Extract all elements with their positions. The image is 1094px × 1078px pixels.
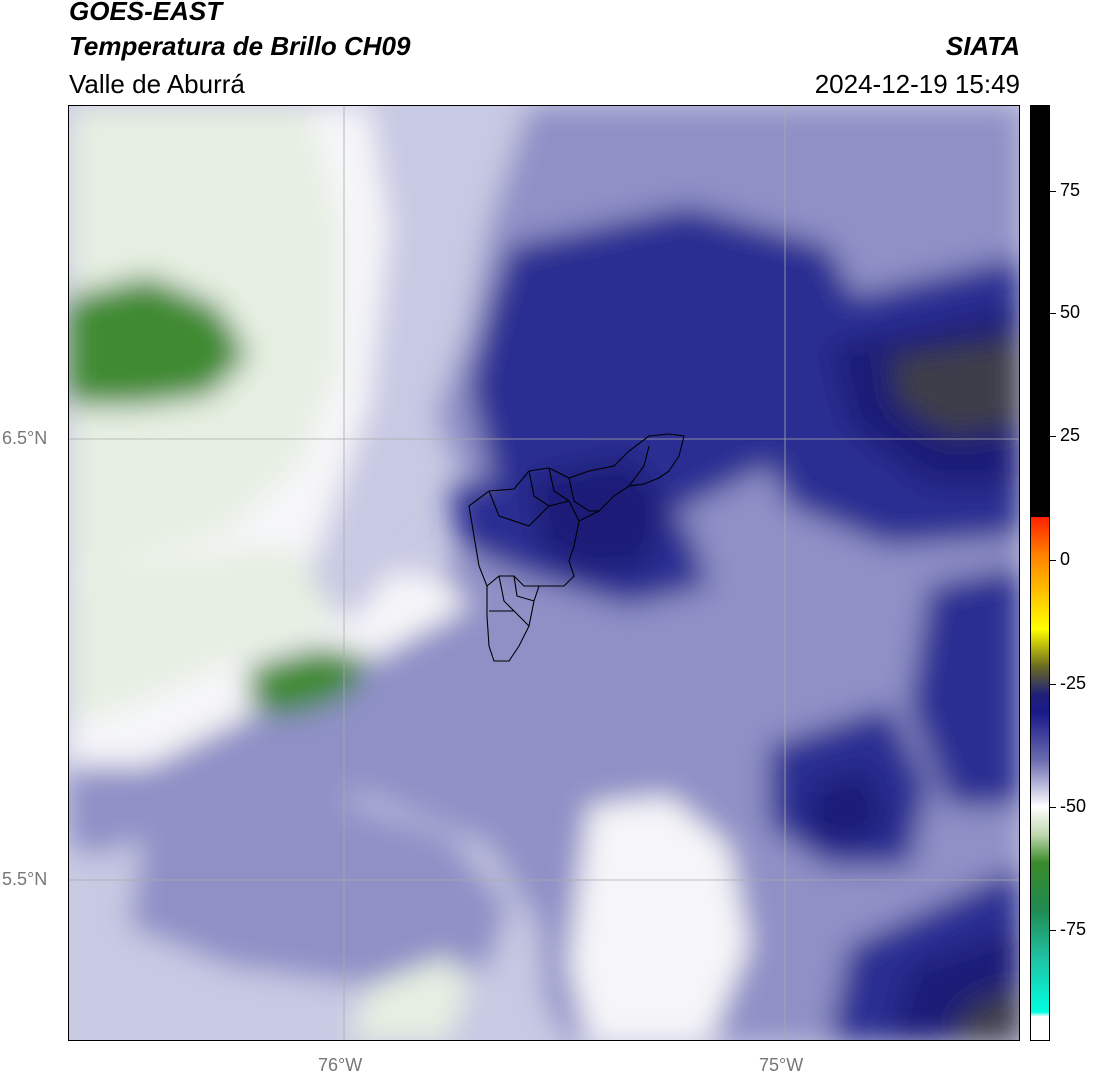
colorbar-tick-label: -50: [1060, 796, 1087, 816]
lon-tick-label: 75°W: [759, 1055, 804, 1075]
subtitle-region: Valle de Aburrá: [69, 69, 245, 99]
colorbar-tick-label: 0: [1060, 549, 1071, 569]
colorbar-tick-label: 75: [1060, 180, 1081, 200]
colorbar: [1030, 105, 1050, 1041]
colorbar-tick-label: -25: [1060, 673, 1087, 693]
lon-tick-label: 76°W: [318, 1055, 363, 1075]
title-product: Temperatura de Brillo CH09: [69, 31, 411, 61]
timestamp: 2024-12-19 15:49: [814, 69, 1020, 99]
map-canvas: [69, 106, 1019, 1040]
colorbar-tick: [1050, 930, 1056, 931]
brightness-temperature-field: [69, 106, 1019, 1040]
map-panel: [68, 105, 1020, 1041]
colorbar-tick-label: 25: [1060, 425, 1081, 445]
title-satellite: GOES-EAST: [69, 0, 223, 26]
lat-tick-label: 6.5°N: [2, 428, 48, 448]
colorbar-tick-label: 50: [1060, 302, 1081, 322]
colorbar-tick: [1050, 313, 1056, 314]
org-label: SIATA: [945, 31, 1020, 61]
colorbar-tick: [1050, 684, 1056, 685]
colorbar-tick: [1050, 191, 1056, 192]
colorbar-tick: [1050, 560, 1056, 561]
graticule: [69, 106, 1019, 1040]
colorbar-tick: [1050, 807, 1056, 808]
colorbar-tick-label: -75: [1060, 919, 1087, 939]
municipal-boundaries: [468, 433, 685, 662]
lat-tick-label: 5.5°N: [2, 869, 48, 889]
colorbar-tick: [1050, 436, 1056, 437]
